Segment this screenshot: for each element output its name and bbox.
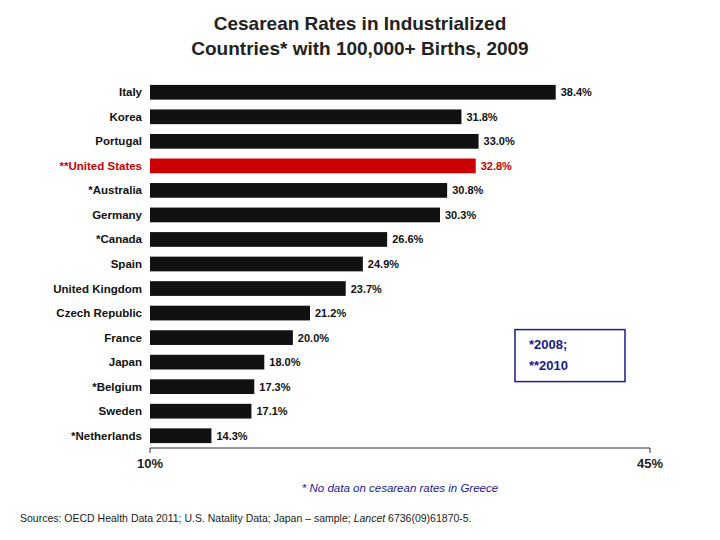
bar <box>150 159 476 174</box>
bar <box>150 183 447 198</box>
data-label: 26.6% <box>392 233 423 245</box>
category-label: United Kingdom <box>53 283 142 295</box>
category-label: Japan <box>109 356 142 368</box>
data-label: 14.3% <box>216 430 247 442</box>
bar <box>150 379 254 394</box>
x-tick <box>650 448 651 453</box>
data-label: 33.0% <box>484 135 515 147</box>
data-label: 17.3% <box>259 381 290 393</box>
bar <box>150 134 479 149</box>
bar <box>150 428 211 443</box>
note: *2008; <box>529 337 567 352</box>
category-label: Korea <box>109 111 142 123</box>
data-label: 23.7% <box>351 283 382 295</box>
x-axis-line <box>150 448 650 449</box>
bar <box>150 208 440 223</box>
bar <box>150 404 251 419</box>
source-part: Lancet <box>354 512 387 524</box>
bar <box>150 355 264 370</box>
x-tick <box>150 448 151 453</box>
bar <box>150 232 387 247</box>
category-label: *Canada <box>96 233 143 245</box>
sources: Sources: OECD Health Data 2011; U.S. Nat… <box>20 512 472 524</box>
bar <box>150 85 556 100</box>
data-label: 18.0% <box>269 356 300 368</box>
x-tick-label: 10% <box>137 456 163 471</box>
category-label: Germany <box>92 209 142 221</box>
data-label: 17.1% <box>256 405 287 417</box>
category-label: France <box>104 332 142 344</box>
note-box <box>515 330 625 382</box>
category-label: *Australia <box>88 184 142 196</box>
data-label: 30.3% <box>445 209 476 221</box>
category-label: *Belgium <box>92 381 142 393</box>
chart: Cesarean Rates in Industrialized Countrie… <box>0 0 720 540</box>
data-label: 30.8% <box>452 184 483 196</box>
data-label: 20.0% <box>298 332 329 344</box>
category-label: Sweden <box>99 405 142 417</box>
subtitle: Countries* with 100,000+ Births, 2009 <box>191 38 528 59</box>
footnote: * No data on cesarean rates in Greece <box>302 482 498 494</box>
x-tick-label: 45% <box>637 456 663 471</box>
data-label: 38.4% <box>561 86 592 98</box>
source-part: 6736(09)61870-5. <box>385 512 471 524</box>
data-label: 24.9% <box>368 258 399 270</box>
category-label: Czech Republic <box>56 307 142 319</box>
data-label: 32.8% <box>481 160 512 172</box>
bar <box>150 257 363 272</box>
note: **2010 <box>529 358 568 373</box>
bars <box>150 85 556 443</box>
data-label: 31.8% <box>466 111 497 123</box>
data-label: 21.2% <box>315 307 346 319</box>
category-label: Italy <box>119 86 143 98</box>
category-label: Portugal <box>95 135 142 147</box>
category-label: *Netherlands <box>71 430 142 442</box>
bar <box>150 306 310 321</box>
category-label: **United States <box>60 160 142 172</box>
source-part: Sources: OECD Health Data 2011; U.S. Nat… <box>20 512 354 524</box>
category-label: Spain <box>111 258 142 270</box>
bar <box>150 109 461 124</box>
bar <box>150 330 293 345</box>
labels: 38.4% Italy 31.8% Korea 33.0% Portugal 32.8% **… <box>53 86 592 441</box>
bar <box>150 281 346 296</box>
title: Cesarean Rates in Industrialized <box>214 13 507 34</box>
